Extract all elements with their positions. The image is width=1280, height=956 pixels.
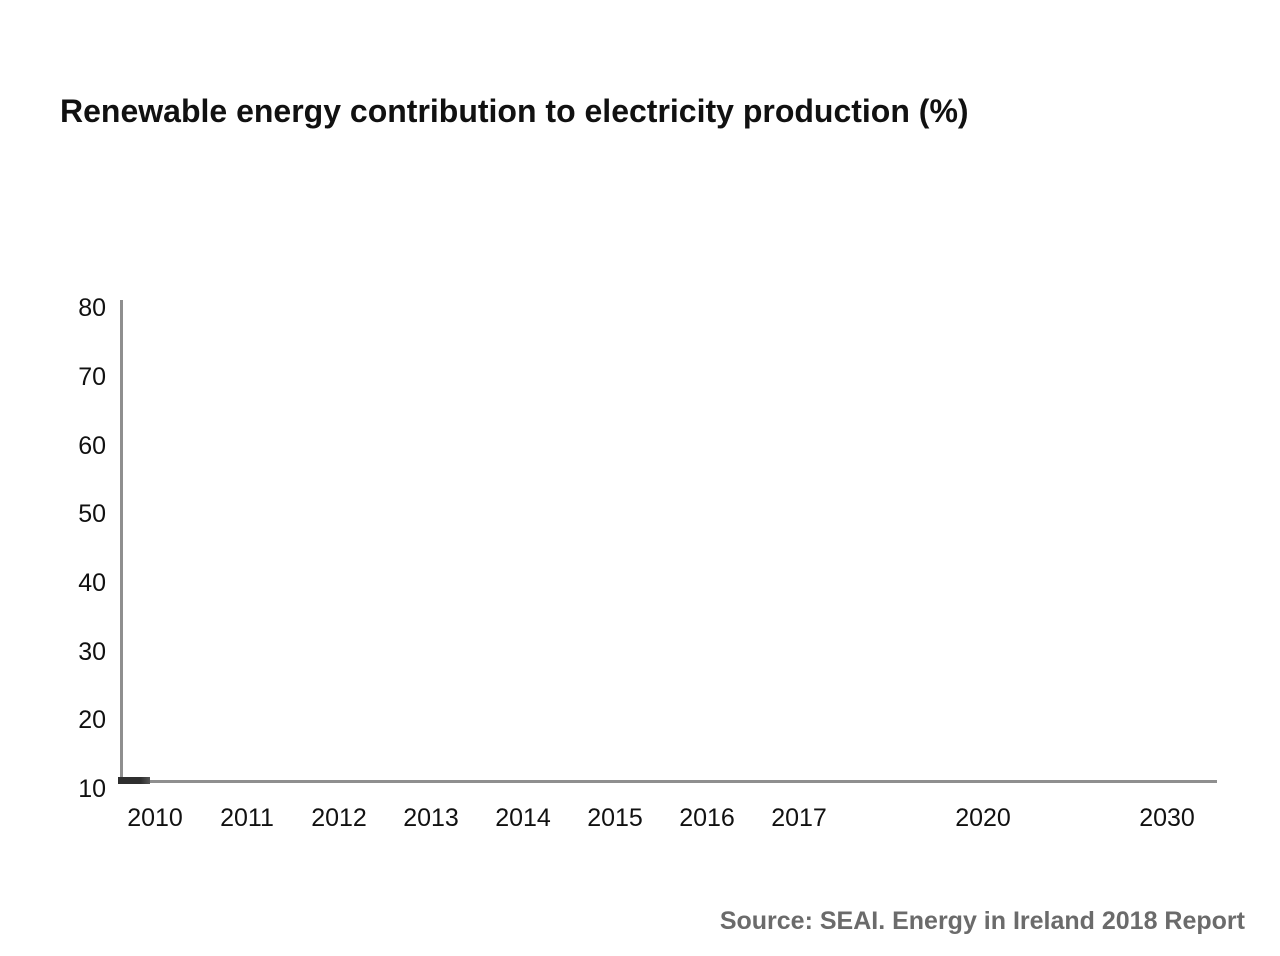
- x-axis-line: [120, 780, 1217, 783]
- x-tick-label: 2011: [220, 804, 274, 832]
- y-tick-label: 60: [78, 431, 106, 460]
- x-tick-label: 2015: [587, 804, 643, 832]
- x-tick-label: 2010: [127, 804, 183, 832]
- y-tick-label: 10: [78, 775, 106, 803]
- x-tick-label: 2016: [679, 804, 735, 832]
- chart-title: Renewable energy contribution to electri…: [60, 93, 969, 129]
- x-tick-label: 2014: [495, 804, 551, 832]
- y-tick-label: 30: [78, 637, 106, 666]
- y-tick-label: 80: [78, 294, 106, 323]
- y-tick-label: 40: [78, 568, 106, 597]
- line-series-start-segment: [118, 777, 150, 784]
- x-tick-label: 2020: [955, 804, 1011, 832]
- x-tick-label: 2030: [1139, 804, 1195, 832]
- source-credit: Source: SEAI. Energy in Ireland 2018 Rep…: [719, 907, 1245, 935]
- y-tick-label: 20: [78, 706, 106, 735]
- x-tick-label: 2013: [403, 804, 459, 832]
- y-tick-label: 70: [78, 362, 106, 391]
- x-tick-label: 2017: [771, 804, 827, 832]
- x-tick-label: 2012: [311, 804, 367, 832]
- y-tick-label: 50: [78, 500, 106, 529]
- y-axis-line: [120, 300, 123, 783]
